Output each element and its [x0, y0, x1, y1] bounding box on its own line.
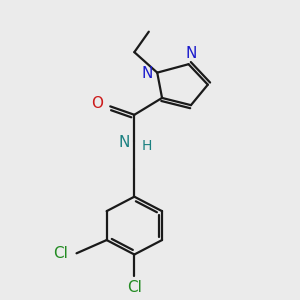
Text: H: H [142, 139, 152, 153]
Text: Cl: Cl [53, 246, 68, 261]
Text: O: O [91, 97, 103, 112]
Text: N: N [118, 135, 130, 150]
Text: N: N [185, 46, 197, 61]
Text: N: N [141, 66, 152, 81]
Text: Cl: Cl [127, 280, 142, 295]
